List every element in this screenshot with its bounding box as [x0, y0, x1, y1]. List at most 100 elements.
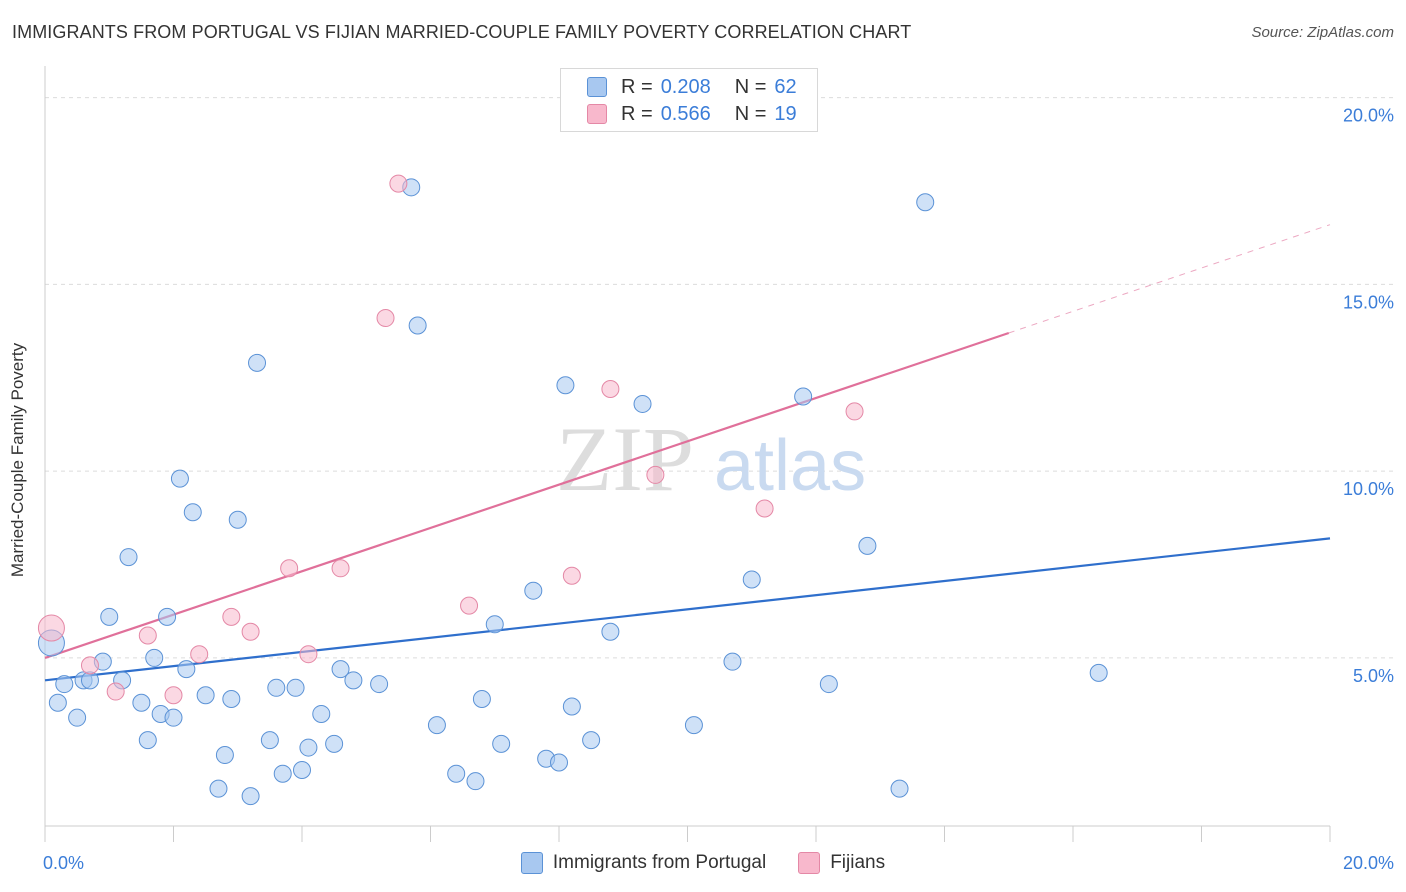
- point-portugal: [293, 760, 311, 779]
- point-portugal: [472, 690, 491, 709]
- stats-row-fijians: R = 0.566 N = 19: [587, 102, 797, 126]
- point-portugal: [550, 753, 568, 772]
- point-portugal: [742, 570, 761, 589]
- y-tick-label: 5.0%: [1353, 666, 1394, 686]
- tick-labels: 5.0% 10.0% 15.0% 20.0% 0.0% 20.0%: [43, 106, 1394, 873]
- point-portugal: [562, 697, 581, 716]
- point-portugal: [138, 731, 157, 750]
- point-portugal: [273, 764, 292, 783]
- r-label: R =: [621, 102, 653, 125]
- point-portugal: [427, 716, 446, 735]
- watermark-zip: ZIP: [556, 408, 694, 510]
- point-fijians: [601, 380, 620, 399]
- legend-item-fijians[interactable]: Fijians: [798, 852, 885, 874]
- point-fijians: [138, 626, 157, 645]
- r-value-fijians: 0.566: [660, 102, 711, 125]
- point-portugal: [492, 734, 511, 753]
- n-value-portugal: 62: [774, 75, 797, 98]
- point-portugal: [164, 708, 183, 727]
- point-portugal: [177, 660, 196, 679]
- point-portugal: [196, 686, 215, 705]
- point-portugal: [132, 693, 151, 712]
- point-portugal: [524, 581, 543, 600]
- trend-line: [44, 331, 1010, 659]
- legend-item-portugal[interactable]: Immigrants from Portugal: [520, 852, 767, 874]
- stats-legend: R = 0.208 N = 62 R = 0.566 N = 19: [560, 68, 818, 132]
- point-portugal: [325, 734, 344, 753]
- y-tick-label: 20.0%: [1343, 106, 1394, 126]
- legend-swatch-fijians: [798, 852, 821, 874]
- point-portugal: [299, 738, 318, 757]
- point-portugal: [582, 731, 601, 750]
- point-portugal: [68, 708, 87, 727]
- stats-row-portugal: R = 0.208 N = 62: [587, 75, 797, 99]
- point-portugal: [723, 652, 742, 671]
- legend-label-fijians: Fijians: [830, 852, 886, 873]
- point-portugal: [344, 671, 363, 690]
- point-portugal: [267, 678, 286, 697]
- legend-swatch-portugal: [587, 77, 607, 97]
- point-portugal: [485, 615, 504, 634]
- point-fijians: [37, 614, 65, 642]
- point-portugal: [170, 469, 189, 488]
- point-portugal: [408, 316, 427, 335]
- n-label: N =: [734, 102, 767, 125]
- point-portugal: [248, 353, 267, 372]
- point-portugal: [447, 764, 466, 783]
- legend-swatch-portugal: [520, 852, 543, 874]
- point-portugal: [55, 675, 74, 694]
- point-portugal: [858, 536, 877, 555]
- point-portugal: [48, 693, 67, 712]
- point-portugal: [633, 394, 652, 413]
- series-legend: Immigrants from Portugal Fijians: [0, 852, 1406, 874]
- point-fijians: [460, 596, 479, 615]
- point-fijians: [389, 174, 408, 193]
- trend-line-extension: [1008, 224, 1331, 334]
- point-fijians: [331, 559, 350, 578]
- point-portugal: [183, 503, 202, 522]
- point-portugal: [466, 772, 485, 791]
- point-portugal: [794, 387, 813, 406]
- point-portugal: [684, 716, 703, 735]
- r-label: R =: [621, 75, 653, 98]
- point-portugal: [890, 779, 909, 798]
- point-fijians: [190, 645, 209, 664]
- point-fijians: [222, 607, 241, 626]
- n-label: N =: [734, 75, 767, 98]
- point-portugal: [601, 622, 620, 641]
- gridlines: [45, 97, 1394, 659]
- point-portugal: [331, 660, 350, 679]
- point-portugal: [916, 193, 935, 212]
- watermark-atlas: atlas: [714, 426, 866, 506]
- point-portugal: [119, 548, 138, 567]
- point-fijians: [646, 465, 665, 484]
- point-fijians: [299, 645, 318, 664]
- point-portugal: [556, 376, 575, 395]
- legend-swatch-fijians: [587, 104, 607, 124]
- point-fijians: [106, 682, 125, 701]
- point-portugal: [312, 704, 331, 723]
- n-value-fijians: 19: [774, 102, 797, 125]
- point-fijians: [562, 566, 581, 585]
- point-portugal: [286, 678, 305, 697]
- y-tick-label: 10.0%: [1343, 479, 1394, 499]
- source-credit: Source: ZipAtlas.com: [1251, 24, 1394, 41]
- point-portugal: [222, 690, 241, 709]
- point-fijians: [80, 656, 99, 675]
- axes: [44, 66, 1331, 842]
- point-portugal: [215, 746, 234, 765]
- point-portugal: [209, 779, 228, 798]
- chart-title: IMMIGRANTS FROM PORTUGAL VS FIJIAN MARRI…: [12, 22, 912, 42]
- trend-line: [44, 537, 1331, 682]
- point-portugal: [370, 675, 389, 694]
- r-value-portugal: 0.208: [660, 75, 711, 98]
- point-portugal: [1089, 663, 1108, 682]
- point-portugal: [158, 607, 177, 626]
- legend-label-portugal: Immigrants from Portugal: [552, 852, 767, 873]
- point-fijians: [376, 309, 395, 328]
- x-tick-label: 20.0%: [1343, 853, 1394, 873]
- data-points: [37, 174, 1108, 806]
- point-portugal: [260, 731, 279, 750]
- point-portugal: [819, 675, 838, 694]
